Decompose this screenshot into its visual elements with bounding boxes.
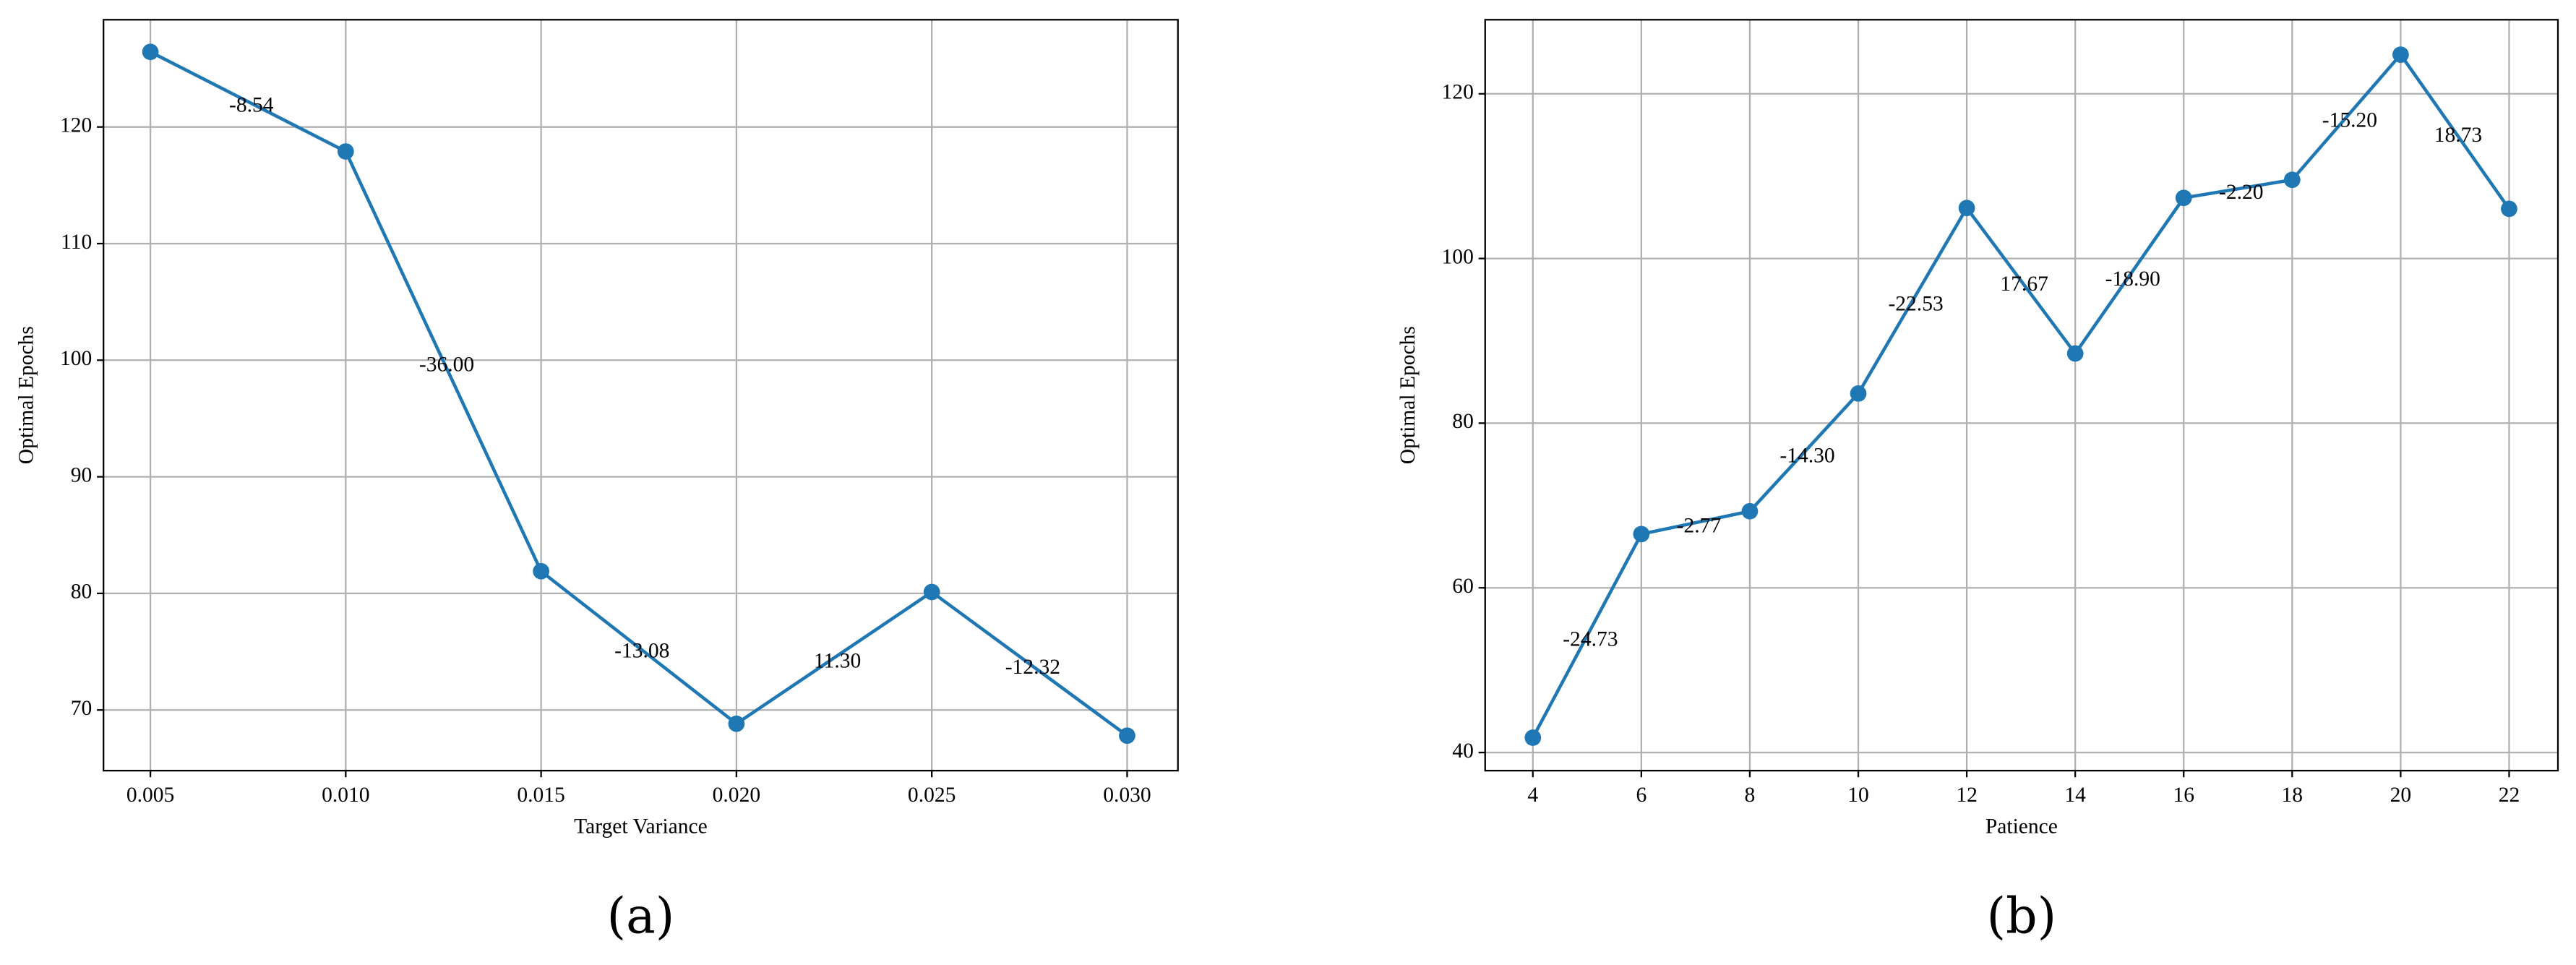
x-tick-label: 0.005 [126,784,174,807]
y-tick-label: 70 [71,697,93,720]
x-tick-label: 0.025 [908,784,956,807]
x-tick-label: 20 [2390,784,2412,807]
annotation: -13.08 [614,639,669,662]
annotation: -14.30 [1779,444,1834,467]
y-tick-label: 60 [1452,575,1474,598]
x-tick-label: 10 [1847,784,1869,807]
data-point [2501,200,2517,218]
x-tick-label: 0.015 [517,784,564,807]
data-point [2392,46,2409,63]
x-tick-label: 18 [2282,784,2304,807]
annotation: -36.00 [419,353,474,377]
y-tick-label: 110 [61,231,92,254]
annotation: -15.20 [2322,109,2377,132]
plot-frame [103,19,1179,772]
annotation: -8.54 [229,93,274,116]
data-point [1633,526,1650,543]
y-axis-label: Optimal Epochs [14,326,38,464]
y-tick-label: 90 [71,463,93,486]
x-tick-label: 22 [2499,784,2520,807]
y-tick-label: 80 [71,580,93,604]
data-point [142,43,159,61]
y-tick-label: 100 [60,347,92,370]
x-tick-label: 0.010 [322,784,369,807]
data-point [337,143,354,160]
x-tick-label: 12 [1956,784,1978,807]
caption: (a) [607,888,675,945]
data-point [1119,727,1135,745]
y-tick-label: 80 [1452,410,1474,433]
y-tick-label: 120 [1442,81,1474,104]
x-axis-label: Target Variance [574,815,708,838]
x-tick-label: 0.030 [1103,784,1151,807]
y-tick-label: 40 [1452,739,1474,763]
annotation: -18.90 [2105,267,2160,291]
annotation: -2.77 [1677,515,1722,538]
annotation: -22.53 [1888,293,1943,316]
data-point [2283,171,2301,189]
data-point [533,562,549,580]
x-tick-label: 14 [2064,784,2086,807]
annotation: 11.30 [814,650,861,673]
annotation: -12.32 [1005,656,1060,679]
data-point [1524,729,1542,746]
y-axis-label: Optimal Epochs [1396,326,1420,464]
y-tick-label: 100 [1442,245,1474,268]
data-point [1958,200,1975,217]
x-tick-label: 8 [1745,784,1756,807]
annotation: 17.67 [2000,273,2048,296]
y-tick-label: 120 [60,113,92,137]
x-tick-label: 6 [1636,784,1647,807]
data-point [2175,189,2192,207]
caption: (b) [1986,888,2056,945]
x-axis-label: Patience [1985,815,2058,838]
x-tick-label: 16 [2173,784,2194,807]
annotation: 18.73 [2434,124,2482,147]
annotation: -2.20 [2219,181,2264,204]
x-tick-label: 0.020 [713,784,760,807]
data-line [1531,51,2511,739]
data-point [2066,345,2084,362]
annotation: -24.73 [1563,627,1618,651]
data-point [1741,502,1759,520]
data-line [150,50,1128,737]
data-point [923,583,940,601]
x-tick-label: 4 [1527,784,1538,807]
plot-frame [1484,19,2559,772]
data-point [728,715,745,732]
data-point [1850,385,1867,402]
